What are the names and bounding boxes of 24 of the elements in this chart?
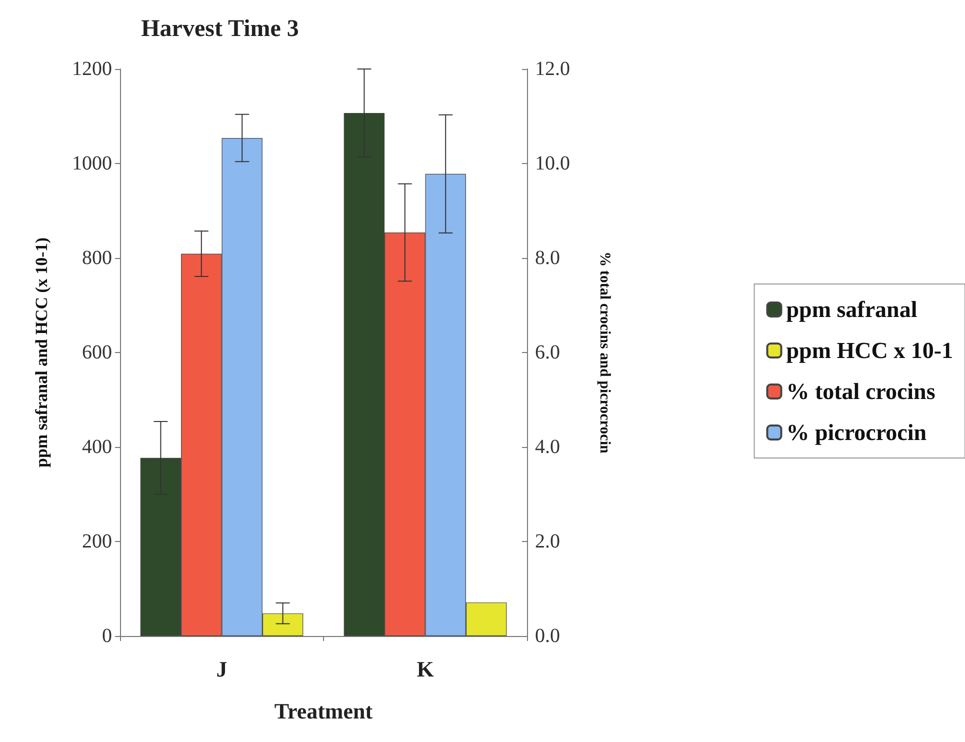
y-axis-title: ppm safranal and HCC (x 10-1) [32, 238, 51, 468]
y2-tick-label: 6.0 [535, 342, 560, 364]
x-tick-label: J [216, 656, 228, 682]
y2-tick-label: 12.0 [535, 58, 570, 80]
y-tick-label: 600 [82, 342, 112, 364]
legend-label: % total crocins [786, 379, 936, 404]
y2-tick-label: 8.0 [535, 247, 560, 269]
legend-label: % picrocrocin [786, 420, 927, 445]
y-tick-label: 1000 [72, 152, 112, 174]
y-tick-label: 0 [102, 625, 112, 647]
y-tick-label: 1200 [72, 58, 112, 80]
chart-title: Harvest Time 3 [141, 16, 299, 42]
y2-tick-label: 4.0 [535, 436, 560, 458]
x-tick-label: K [416, 656, 434, 682]
y2-axis-title: % total crocins and picrocrocin [596, 252, 612, 454]
legend-label: ppm safranal [786, 297, 918, 322]
y2-tick-label: 2.0 [535, 530, 560, 552]
y-tick-label: 200 [82, 530, 112, 552]
y2-tick-label: 10.0 [535, 152, 570, 174]
x-axis-title: Treatment [274, 698, 374, 724]
y-tick-label: 400 [82, 436, 112, 458]
legend-label: ppm HCC x 10-1 [786, 338, 954, 363]
y-tick-label: 800 [82, 247, 112, 269]
y2-tick-label: 0.0 [535, 625, 560, 647]
